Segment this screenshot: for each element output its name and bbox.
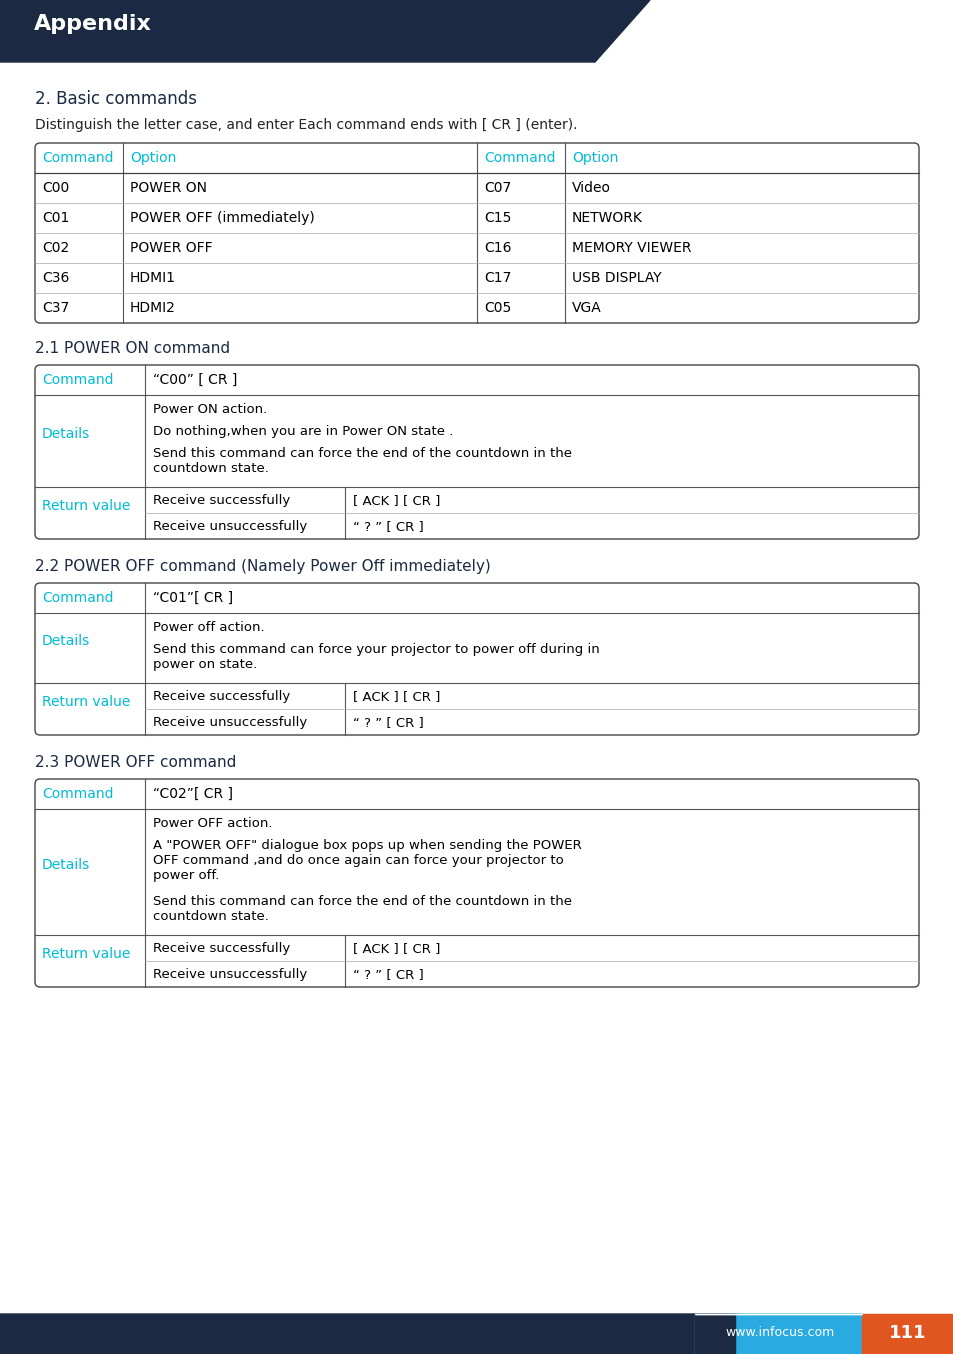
- Text: Power off action.: Power off action.: [152, 621, 264, 634]
- Text: Option: Option: [130, 152, 176, 165]
- Text: POWER OFF (immediately): POWER OFF (immediately): [130, 211, 314, 225]
- Text: C16: C16: [483, 241, 511, 255]
- Text: “C01”[ CR ]: “C01”[ CR ]: [152, 590, 233, 605]
- Text: 2.3 POWER OFF command: 2.3 POWER OFF command: [35, 756, 236, 770]
- Text: Command: Command: [483, 152, 555, 165]
- Text: “ ? ” [ CR ]: “ ? ” [ CR ]: [353, 716, 423, 728]
- Text: “C00” [ CR ]: “C00” [ CR ]: [152, 372, 237, 387]
- Text: 2. Basic commands: 2. Basic commands: [35, 89, 196, 108]
- Text: Details: Details: [42, 634, 91, 649]
- Text: Power ON action.: Power ON action.: [152, 403, 267, 416]
- Text: Receive successfully: Receive successfully: [152, 494, 290, 506]
- Text: [ ACK ] [ CR ]: [ ACK ] [ CR ]: [353, 942, 440, 955]
- Text: Command: Command: [42, 787, 113, 802]
- Text: Option: Option: [572, 152, 618, 165]
- Text: www.infocus.com: www.infocus.com: [724, 1326, 834, 1339]
- Text: Details: Details: [42, 858, 91, 872]
- Text: Send this command can force your projector to power off during in
power on state: Send this command can force your project…: [152, 643, 599, 672]
- Text: C01: C01: [42, 211, 70, 225]
- Text: “C02”[ CR ]: “C02”[ CR ]: [152, 787, 233, 802]
- Text: Receive unsuccessfully: Receive unsuccessfully: [152, 716, 307, 728]
- Text: Return value: Return value: [42, 946, 131, 961]
- Text: Command: Command: [42, 590, 113, 605]
- Text: Do nothing,when you are in Power ON state .: Do nothing,when you are in Power ON stat…: [152, 425, 453, 437]
- Text: Receive unsuccessfully: Receive unsuccessfully: [152, 968, 307, 982]
- Text: C02: C02: [42, 241, 70, 255]
- Text: USB DISPLAY: USB DISPLAY: [572, 271, 661, 284]
- Text: Receive unsuccessfully: Receive unsuccessfully: [152, 520, 307, 533]
- Polygon shape: [695, 1313, 862, 1354]
- Polygon shape: [0, 0, 649, 62]
- Text: 2.2 POWER OFF command (Namely Power Off immediately): 2.2 POWER OFF command (Namely Power Off …: [35, 559, 490, 574]
- Text: C07: C07: [483, 181, 511, 195]
- Text: [ ACK ] [ CR ]: [ ACK ] [ CR ]: [353, 691, 440, 703]
- Text: HDMI2: HDMI2: [130, 301, 175, 315]
- Text: C15: C15: [483, 211, 511, 225]
- FancyBboxPatch shape: [35, 584, 918, 735]
- Polygon shape: [695, 1313, 862, 1354]
- Text: 111: 111: [888, 1324, 925, 1342]
- Text: POWER ON: POWER ON: [130, 181, 207, 195]
- Text: Command: Command: [42, 372, 113, 387]
- Text: MEMORY VIEWER: MEMORY VIEWER: [572, 241, 691, 255]
- Text: C17: C17: [483, 271, 511, 284]
- Polygon shape: [862, 1313, 953, 1354]
- Text: Send this command can force the end of the countdown in the
countdown state.: Send this command can force the end of t…: [152, 895, 572, 923]
- Text: “ ? ” [ CR ]: “ ? ” [ CR ]: [353, 968, 423, 982]
- Text: Distinguish the letter case, and enter Each command ends with [ CR ] (enter).: Distinguish the letter case, and enter E…: [35, 118, 577, 131]
- Text: Send this command can force the end of the countdown in the
countdown state.: Send this command can force the end of t…: [152, 447, 572, 475]
- Text: NETWORK: NETWORK: [572, 211, 642, 225]
- Text: Power OFF action.: Power OFF action.: [152, 816, 273, 830]
- Text: C05: C05: [483, 301, 511, 315]
- Text: Return value: Return value: [42, 695, 131, 709]
- Text: C00: C00: [42, 181, 70, 195]
- Text: Appendix: Appendix: [34, 14, 152, 34]
- FancyBboxPatch shape: [35, 144, 918, 324]
- Text: Details: Details: [42, 427, 91, 441]
- Text: VGA: VGA: [572, 301, 601, 315]
- Text: [ ACK ] [ CR ]: [ ACK ] [ CR ]: [353, 494, 440, 506]
- Text: POWER OFF: POWER OFF: [130, 241, 213, 255]
- Text: C37: C37: [42, 301, 70, 315]
- FancyBboxPatch shape: [35, 779, 918, 987]
- Text: Receive successfully: Receive successfully: [152, 691, 290, 703]
- Text: Video: Video: [572, 181, 610, 195]
- FancyBboxPatch shape: [35, 366, 918, 539]
- Text: Command: Command: [42, 152, 113, 165]
- Text: A "POWER OFF" dialogue box pops up when sending the POWER
OFF command ,and do on: A "POWER OFF" dialogue box pops up when …: [152, 839, 581, 881]
- Text: “ ? ” [ CR ]: “ ? ” [ CR ]: [353, 520, 423, 533]
- Polygon shape: [0, 1313, 740, 1354]
- Text: HDMI1: HDMI1: [130, 271, 175, 284]
- Text: Receive successfully: Receive successfully: [152, 942, 290, 955]
- Polygon shape: [695, 1313, 734, 1354]
- Text: C36: C36: [42, 271, 70, 284]
- Text: Return value: Return value: [42, 500, 131, 513]
- Text: 2.1 POWER ON command: 2.1 POWER ON command: [35, 341, 230, 356]
